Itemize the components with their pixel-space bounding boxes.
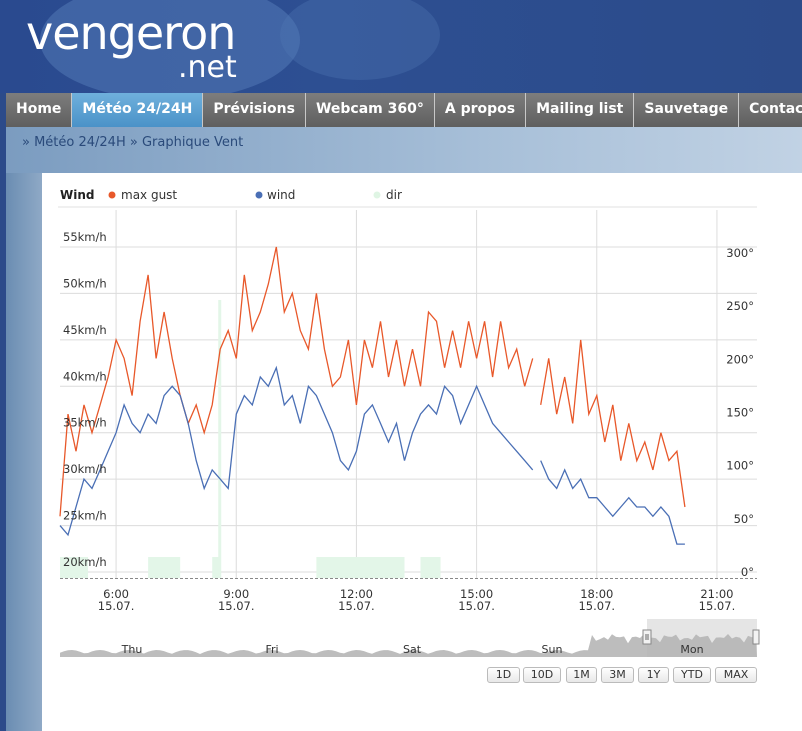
y-right-tick-label: 150° <box>726 406 754 420</box>
range-button-1d[interactable]: 1D <box>487 667 520 683</box>
y-right-tick-label: 50° <box>734 512 754 526</box>
nav-meteo[interactable]: Météo 24/24H <box>72 93 204 127</box>
y-left-tick-label: 50km/h <box>63 276 107 290</box>
x-tick-date: 15.07. <box>699 599 736 613</box>
range-button-3m[interactable]: 3M <box>601 667 634 683</box>
legend-gust-label[interactable]: max gust <box>121 188 177 202</box>
main-nav: Home Météo 24/24H Prévisions Webcam 360°… <box>6 93 802 127</box>
navigator-days: Thu Fri Sat Sun Mon <box>121 643 704 656</box>
site-logo-suffix[interactable]: .net <box>178 50 237 85</box>
series-layer <box>59 246 686 545</box>
x-tick-date: 15.07. <box>98 599 135 613</box>
dir-spike <box>218 300 222 578</box>
x-tick-time: 21:00 <box>700 587 733 601</box>
wind-line[interactable] <box>59 365 685 545</box>
navigator-selection[interactable] <box>647 619 757 657</box>
y-left-tick-label: 20km/h <box>63 555 107 569</box>
dir-area-segment <box>148 557 181 578</box>
range-button-1y[interactable]: 1Y <box>638 667 669 683</box>
x-tick-date: 15.07. <box>458 599 495 613</box>
nav-sauvetage[interactable]: Sauvetage <box>634 93 740 127</box>
nav-home[interactable]: Home <box>6 93 73 127</box>
navigator-silhouette <box>60 634 757 657</box>
axis-labels: 20km/h 25km/h 30km/h 35km/h 40km/h 45km/h 50km… <box>63 230 754 613</box>
nav-apropos[interactable]: A propos <box>434 93 527 127</box>
navigator-day-label: Thu <box>121 643 143 656</box>
chart-grid <box>60 210 757 579</box>
nav-mailing-list[interactable]: Mailing list <box>526 93 635 127</box>
chart-title: Wind <box>60 188 94 202</box>
site-logo[interactable]: vengeron <box>26 6 236 60</box>
dir-area-segment <box>316 557 405 578</box>
breadcrumb-bar: » Météo 24/24H » Graphique Vent <box>6 127 802 173</box>
navigator-handle-left[interactable] <box>642 629 652 645</box>
y-left-tick-label: 45km/h <box>63 323 107 337</box>
left-border <box>0 93 6 731</box>
x-tick-time: 12:00 <box>340 587 373 601</box>
x-tick-time: 9:00 <box>223 587 249 601</box>
y-left-tick-label: 55km/h <box>63 230 107 244</box>
dir-area-segment <box>212 557 221 578</box>
legend-wind-marker <box>255 191 263 199</box>
y-right-tick-label: 200° <box>726 352 754 366</box>
x-tick-date: 15.07. <box>338 599 375 613</box>
dir-area-segment <box>60 557 89 578</box>
x-tick-date: 15.07. <box>578 599 615 613</box>
legend-wind-label[interactable]: wind <box>267 188 295 202</box>
range-button-max[interactable]: MAX <box>715 667 757 683</box>
dir-series <box>60 300 441 578</box>
x-tick-date: 15.07. <box>218 599 255 613</box>
dir-area-segment <box>420 557 441 578</box>
nav-webcam[interactable]: Webcam 360° <box>305 93 435 127</box>
y-right-tick-label: 100° <box>726 459 754 473</box>
x-tick-time: 15:00 <box>460 587 493 601</box>
navigator-area <box>60 634 757 657</box>
legend-dir-marker <box>373 191 381 199</box>
y-left-tick-label: 35km/h <box>63 416 107 430</box>
y-right-tick-label: 0° <box>741 565 754 579</box>
header-cloud-shape <box>40 0 300 93</box>
x-tick-time: 6:00 <box>103 587 129 601</box>
navigator-day-label: Sat <box>403 643 422 656</box>
range-button-ytd[interactable]: YTD <box>673 667 711 683</box>
header-cloud-shape-2 <box>280 0 440 80</box>
site-header: vengeron .net <box>0 0 802 93</box>
nav-contact[interactable]: Contact <box>739 93 802 127</box>
y-left-tick-label: 40km/h <box>63 369 107 383</box>
y-right-tick-label: 250° <box>726 299 754 313</box>
x-tick-time: 18:00 <box>580 587 613 601</box>
y-left-tick-label: 30km/h <box>63 462 107 476</box>
navigator-handle-right[interactable] <box>752 629 760 645</box>
navigator-day-label: Fri <box>265 643 278 656</box>
nav-previsions[interactable]: Prévisions <box>203 93 306 127</box>
range-button-1m[interactable]: 1M <box>566 667 597 683</box>
breadcrumb[interactable]: » Météo 24/24H » Graphique Vent <box>22 135 244 150</box>
y-right-tick-label: 300° <box>726 246 754 260</box>
range-button-10d[interactable]: 10D <box>523 667 561 683</box>
legend-gust-marker <box>108 191 116 199</box>
navigator-day-label: Sun <box>542 643 563 656</box>
y-left-tick-label: 25km/h <box>63 509 107 523</box>
navigator-day-label: Mon <box>680 643 703 656</box>
content-left-margin <box>6 173 42 731</box>
gust-line[interactable] <box>59 246 686 517</box>
legend-dir-label[interactable]: dir <box>386 188 402 202</box>
